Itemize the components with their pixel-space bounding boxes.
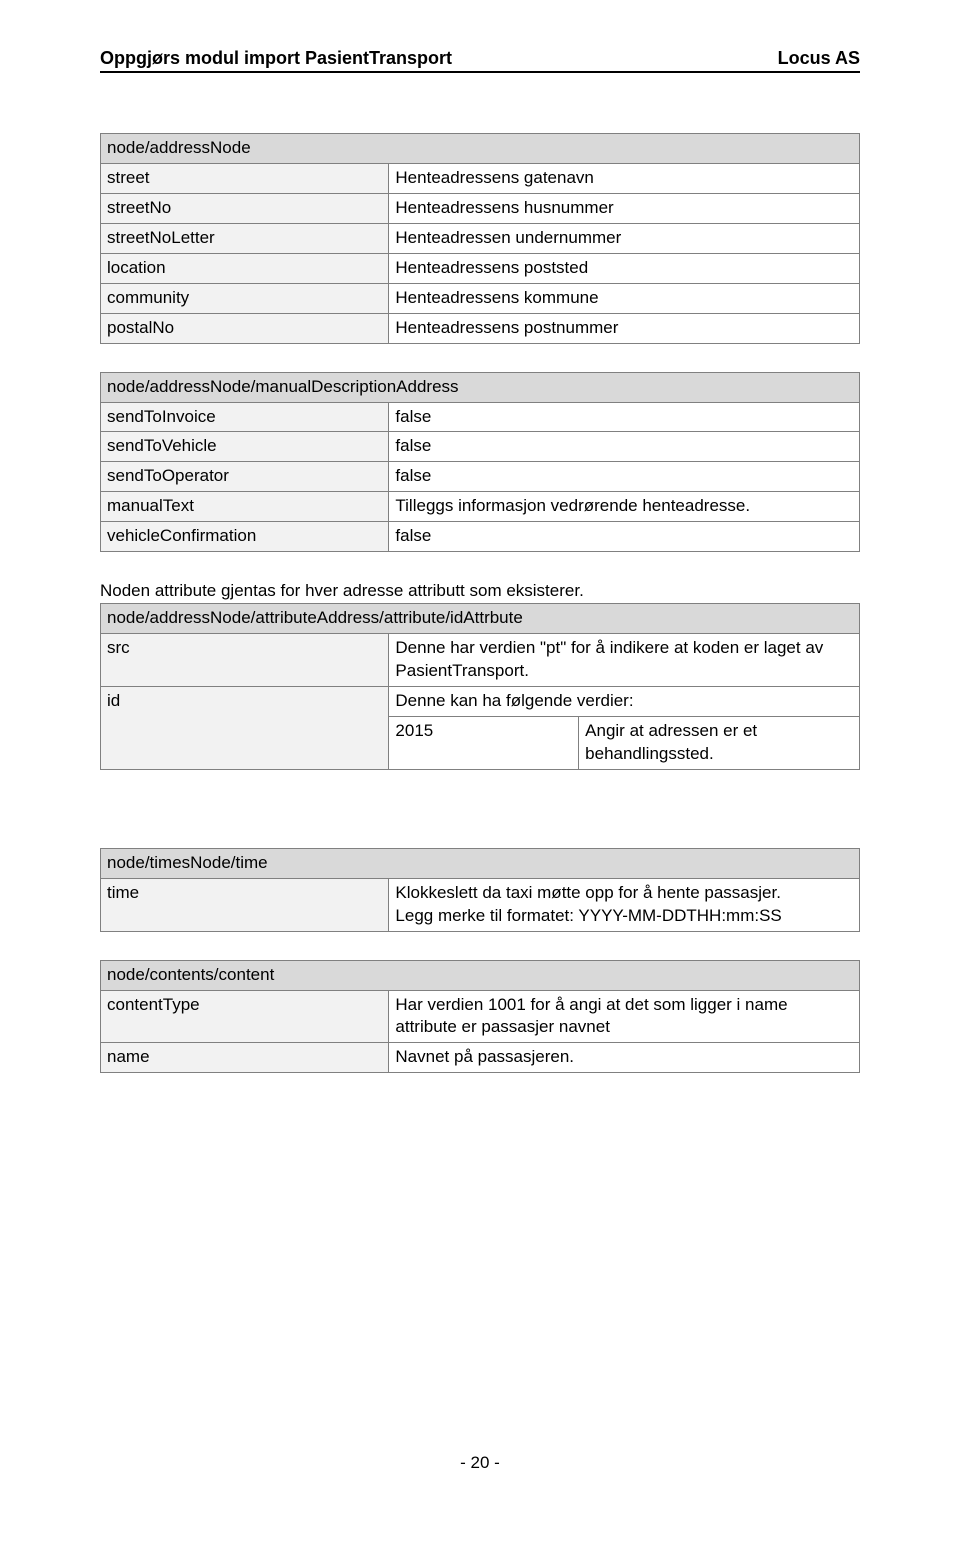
- field-val: Navnet på passasjeren.: [389, 1043, 860, 1073]
- field-key: streetNoLetter: [101, 223, 389, 253]
- field-key: time: [101, 878, 389, 931]
- table-row: postalNoHenteadressens postnummer: [101, 313, 860, 343]
- table-row: streetNoLetterHenteadressen undernummer: [101, 223, 860, 253]
- field-key: src: [101, 634, 389, 687]
- field-key: manualText: [101, 492, 389, 522]
- table-row: id Denne kan ha følgende verdier:: [101, 686, 860, 716]
- table-row: vehicleConfirmationfalse: [101, 522, 860, 552]
- nested-code: 2015: [389, 716, 579, 769]
- table-row: sendToOperatorfalse: [101, 462, 860, 492]
- field-val: Henteadressens husnummer: [389, 193, 860, 223]
- table-attraddress: node/addressNode/attributeAddress/attrib…: [100, 603, 860, 770]
- table-timesnode: node/timesNode/time timeKlokkeslett da t…: [100, 848, 860, 932]
- table-manualdesc: node/addressNode/manualDescriptionAddres…: [100, 372, 860, 553]
- page-footer: - 20 -: [100, 1453, 860, 1473]
- field-val: Har verdien 1001 for å angi at det som l…: [389, 990, 860, 1043]
- spacer: [100, 798, 860, 848]
- field-val: Denne kan ha følgende verdier:: [389, 686, 860, 716]
- table-attraddress-title: node/addressNode/attributeAddress/attrib…: [101, 604, 860, 634]
- table-row: contentTypeHar verdien 1001 for å angi a…: [101, 990, 860, 1043]
- field-key: community: [101, 283, 389, 313]
- field-key: name: [101, 1043, 389, 1073]
- table-row: locationHenteadressens poststed: [101, 253, 860, 283]
- header-right: Locus AS: [778, 48, 860, 69]
- field-val: Klokkeslett da taxi møtte opp for å hent…: [389, 878, 860, 931]
- field-key: postalNo: [101, 313, 389, 343]
- table-row: manualTextTilleggs informasjon vedrørend…: [101, 492, 860, 522]
- field-val: Henteadressens poststed: [389, 253, 860, 283]
- field-val: Tilleggs informasjon vedrørende henteadr…: [389, 492, 860, 522]
- field-val: false: [389, 432, 860, 462]
- table-row: communityHenteadressens kommune: [101, 283, 860, 313]
- field-val: false: [389, 402, 860, 432]
- attribute-paragraph: Noden attribute gjentas for hver adresse…: [100, 580, 860, 603]
- field-val: Henteadressens postnummer: [389, 313, 860, 343]
- field-val: Denne har verdien "pt" for å indikere at…: [389, 634, 860, 687]
- field-key: id: [101, 686, 389, 769]
- table-row: timeKlokkeslett da taxi møtte opp for å …: [101, 878, 860, 931]
- table-row: nameNavnet på passasjeren.: [101, 1043, 860, 1073]
- table-row: sendToVehiclefalse: [101, 432, 860, 462]
- table-contents-title: node/contents/content: [101, 960, 860, 990]
- field-val: false: [389, 522, 860, 552]
- table-row: streetNoHenteadressens husnummer: [101, 193, 860, 223]
- table-row: sendToInvoicefalse: [101, 402, 860, 432]
- header-left: Oppgjørs modul import PasientTransport: [100, 48, 452, 69]
- field-val: Henteadressen undernummer: [389, 223, 860, 253]
- field-key: location: [101, 253, 389, 283]
- table-addressnode: node/addressNode streetHenteadressens ga…: [100, 133, 860, 344]
- field-val: false: [389, 462, 860, 492]
- field-key: vehicleConfirmation: [101, 522, 389, 552]
- table-manualdesc-title: node/addressNode/manualDescriptionAddres…: [101, 372, 860, 402]
- field-val: Henteadressens kommune: [389, 283, 860, 313]
- field-key: sendToInvoice: [101, 402, 389, 432]
- nested-desc: Angir at adressen er et behandlingssted.: [579, 716, 860, 769]
- field-key: sendToOperator: [101, 462, 389, 492]
- table-timesnode-title: node/timesNode/time: [101, 848, 860, 878]
- field-key: contentType: [101, 990, 389, 1043]
- table-contents: node/contents/content contentTypeHar ver…: [100, 960, 860, 1074]
- table-addressnode-title: node/addressNode: [101, 134, 860, 164]
- field-key: street: [101, 163, 389, 193]
- page-header: Oppgjørs modul import PasientTransport L…: [100, 48, 860, 73]
- field-key: sendToVehicle: [101, 432, 389, 462]
- field-val: Henteadressens gatenavn: [389, 163, 860, 193]
- field-key: streetNo: [101, 193, 389, 223]
- table-row: src Denne har verdien "pt" for å indiker…: [101, 634, 860, 687]
- table-row: streetHenteadressens gatenavn: [101, 163, 860, 193]
